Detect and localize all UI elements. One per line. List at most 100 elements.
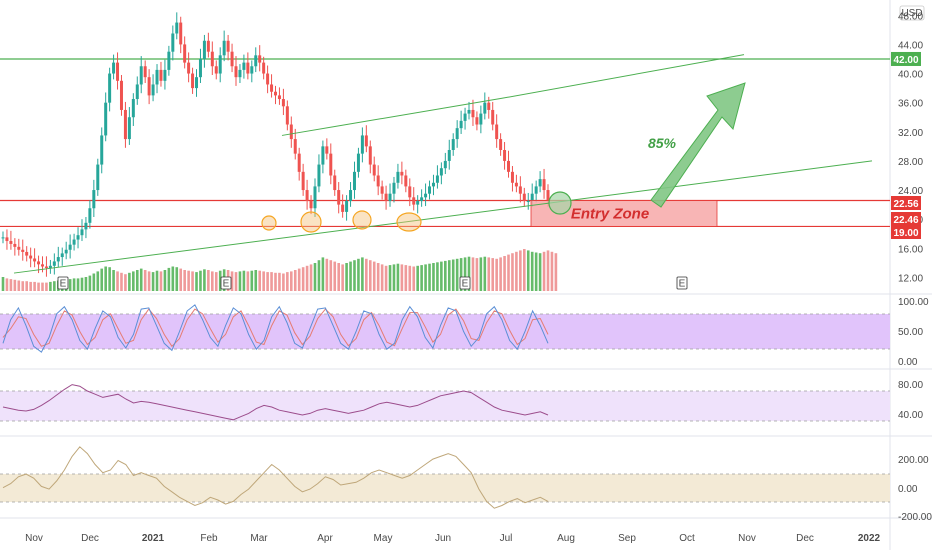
volume-bar (424, 264, 427, 291)
candle-body (262, 62, 266, 74)
volume-bar (293, 270, 297, 291)
time-tick-label: Nov (25, 533, 43, 544)
stoch-band (0, 314, 890, 349)
volume-bar (175, 267, 179, 291)
candle-body (431, 182, 435, 187)
candle-body (376, 175, 380, 187)
volume-bar (550, 251, 554, 291)
candle-body (147, 77, 151, 96)
candle-body (104, 102, 108, 136)
volume-bar (542, 251, 546, 291)
candle-body (270, 84, 274, 92)
candle-body (495, 124, 499, 140)
volume-bar (526, 250, 530, 291)
earnings-marker[interactable]: E (57, 276, 69, 290)
candle-body (202, 40, 206, 59)
candle-body (195, 77, 199, 89)
volume-bar (455, 258, 459, 291)
volume-bar (242, 270, 246, 291)
earnings-marker-label: E (223, 279, 230, 290)
earnings-marker-box (220, 276, 232, 290)
candle-body (459, 120, 463, 129)
stoch-tick-label: 0.00 (898, 357, 918, 368)
candle-body (345, 200, 349, 212)
price-tick-label: 48.00 (898, 11, 923, 22)
volume-bar (408, 265, 412, 291)
candle-body (206, 40, 210, 52)
candle-body (309, 200, 313, 209)
volume-bar (147, 271, 151, 291)
earnings-marker[interactable]: E (459, 276, 471, 290)
volume-bar (416, 265, 419, 291)
candle-body (246, 62, 250, 74)
candle-body (155, 69, 159, 85)
volume-bar (80, 277, 84, 291)
price-badge: 19.00 (891, 225, 921, 239)
candle-body (542, 179, 546, 191)
candle-body (503, 150, 507, 161)
volume-bar (274, 272, 277, 291)
price-badge-bg (891, 196, 921, 210)
time-tick-label: Nov (738, 533, 756, 544)
time-tick-label: May (374, 533, 393, 544)
volume-bar (33, 281, 36, 291)
candle-body (191, 73, 195, 89)
volume-bar (483, 256, 487, 291)
candle-body (352, 171, 356, 191)
candle-body (455, 128, 459, 140)
candle-body (475, 117, 479, 125)
candle-body (392, 182, 396, 194)
volume-bar (230, 271, 234, 291)
earnings-marker-box (459, 276, 471, 290)
candle-body (360, 135, 364, 154)
volume-bar (258, 270, 262, 291)
entry-zone-label: Entry Zone (571, 205, 649, 222)
volume-bar (530, 251, 534, 291)
price-badge: 42.00 (891, 51, 921, 66)
volume-bar (400, 264, 404, 291)
price-tick-label: 28.00 (898, 157, 923, 168)
volume-bar (143, 270, 147, 291)
candle-body (72, 239, 76, 245)
volume-bar (404, 265, 408, 291)
volume-bar (104, 266, 107, 291)
volume-bar (523, 249, 526, 291)
rsi-line (2, 384, 549, 421)
volume-bar (238, 271, 242, 291)
volume-bar (234, 272, 238, 291)
candle-body (266, 73, 270, 85)
candle-body (151, 84, 155, 96)
price-tick-label: 12.00 (898, 273, 923, 284)
rsi-tick-label: 80.00 (898, 380, 923, 391)
volume-bar (376, 263, 380, 291)
volume-bar (171, 266, 175, 291)
candle-body (293, 139, 297, 154)
time-tick-label: Oct (679, 533, 695, 544)
currency-box[interactable] (899, 5, 925, 21)
stoch-k-line (2, 304, 549, 353)
earnings-marker[interactable]: E (676, 276, 688, 290)
candle-body (254, 55, 258, 67)
volume-bar (96, 271, 100, 291)
volume-bar (388, 265, 392, 291)
candle-body (510, 171, 514, 183)
support-touch-marker (261, 215, 277, 231)
volume-bar (337, 263, 340, 291)
candle-body (412, 197, 416, 205)
candle-body (380, 186, 384, 194)
volume-bar (211, 271, 214, 291)
time-tick-label: Mar (250, 533, 268, 544)
candle-body (305, 190, 309, 201)
volume-bar (5, 278, 9, 291)
volume-bar (9, 279, 13, 291)
candle-body (356, 153, 360, 172)
candle-body (68, 244, 72, 250)
volume-bar (475, 258, 479, 291)
candle-body (451, 139, 455, 150)
candle-body (116, 62, 120, 81)
volume-bar (467, 256, 471, 291)
earnings-marker[interactable]: E (220, 276, 232, 290)
stoch-tick-label: 100.00 (898, 297, 929, 308)
